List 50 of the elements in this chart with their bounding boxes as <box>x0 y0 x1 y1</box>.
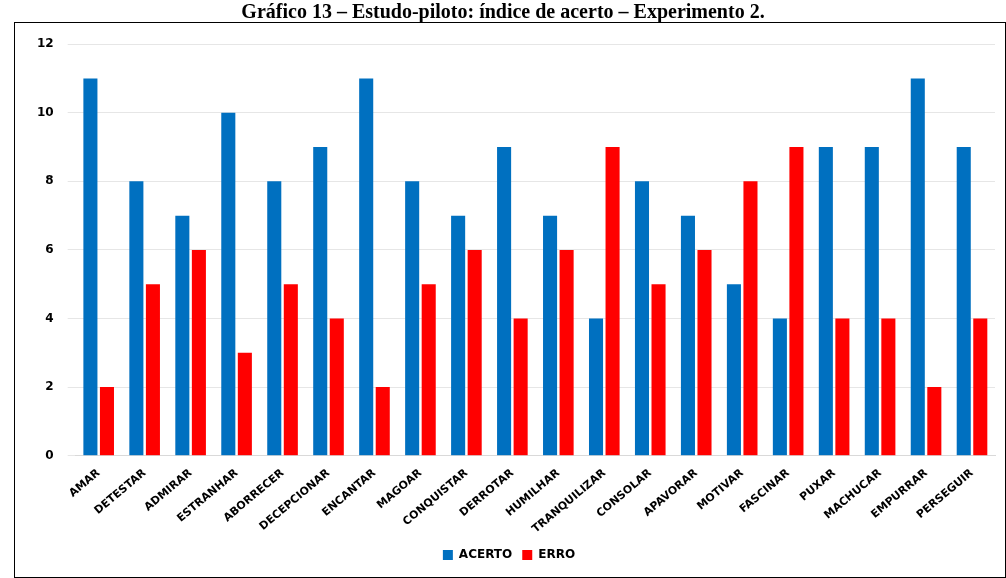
bar <box>329 318 344 456</box>
bar <box>772 318 787 456</box>
bar <box>359 78 374 456</box>
bar <box>910 78 925 456</box>
bar <box>467 249 482 456</box>
bar <box>956 147 971 456</box>
y-tick-label: 4 <box>45 310 54 325</box>
bar <box>835 318 850 456</box>
y-tick-label: 8 <box>45 173 54 188</box>
bar <box>513 318 528 456</box>
bar <box>313 147 328 456</box>
y-tick-label: 2 <box>45 379 54 394</box>
bar <box>497 147 512 456</box>
y-tick-label: 0 <box>45 447 54 462</box>
bar <box>697 249 712 456</box>
bar <box>421 284 436 456</box>
bar <box>881 318 896 456</box>
bar <box>375 387 390 456</box>
bar <box>726 284 741 456</box>
bar <box>145 284 160 456</box>
bar <box>129 181 144 456</box>
bar <box>605 147 620 456</box>
bar <box>789 147 804 456</box>
bar <box>267 181 282 456</box>
y-tick-label: 6 <box>45 242 54 257</box>
bar <box>405 181 420 456</box>
bar <box>237 352 252 456</box>
bar <box>543 215 558 456</box>
bar <box>634 181 650 456</box>
bar <box>588 318 604 456</box>
bar <box>559 249 574 456</box>
bar <box>451 215 466 456</box>
bar <box>175 215 190 456</box>
y-tick-label: 10 <box>37 104 54 119</box>
bar <box>191 249 206 456</box>
bar <box>927 387 942 456</box>
bar <box>651 284 666 456</box>
bar <box>818 147 833 456</box>
y-tick-label: 12 <box>37 36 54 51</box>
bar <box>83 78 98 456</box>
bar <box>680 215 695 456</box>
bar <box>221 112 236 456</box>
bar <box>99 387 114 456</box>
legend-label: ERRO <box>538 547 576 562</box>
bar <box>283 284 298 456</box>
bar <box>743 181 758 456</box>
bar <box>864 147 879 456</box>
chart-title: Gráfico 13 – Estudo-piloto: índice de acerto – Experimento 2. <box>240 0 766 22</box>
bar <box>973 318 988 456</box>
legend-label: ACERTO <box>458 547 513 562</box>
